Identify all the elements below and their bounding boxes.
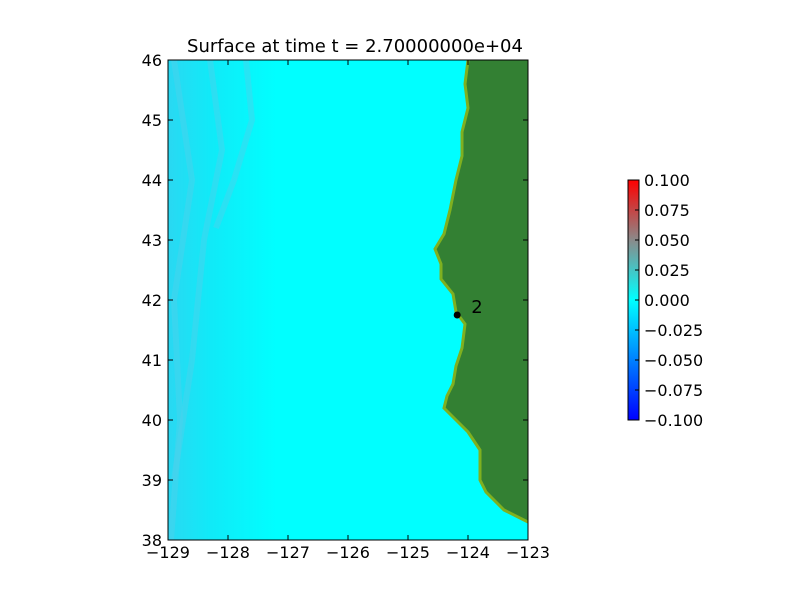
gauge-markers: 2 [453, 297, 483, 319]
chart-title: Surface at time t = 2.70000000e+04 [187, 36, 523, 57]
x-tick-label: −128 [206, 543, 250, 562]
y-tick-label: 44 [142, 171, 162, 190]
x-tick-label: −126 [326, 543, 370, 562]
gauge-label: 2 [471, 297, 482, 318]
y-tick-label: 43 [142, 231, 162, 250]
colorbar-tick-label: 0.075 [644, 201, 690, 220]
y-tick-label: 39 [142, 471, 162, 490]
y-axis: 38 39 40 41 42 43 44 45 46 [142, 51, 528, 550]
y-tick-label: 42 [142, 291, 162, 310]
x-tick-label: −129 [146, 543, 190, 562]
colorbar-tick-label: −0.075 [644, 381, 703, 400]
y-tick-label: 41 [142, 351, 162, 370]
x-tick-label: −127 [266, 543, 310, 562]
gauge-marker [453, 311, 461, 319]
wave-streak [168, 60, 196, 540]
y-tick-label: 45 [142, 111, 162, 130]
y-tick-label: 46 [142, 51, 162, 70]
colorbar-tick-label: 0.100 [644, 171, 690, 190]
wave-streak [171, 60, 226, 481]
x-tick-label: −123 [506, 543, 550, 562]
shoreline [433, 60, 528, 524]
x-tick-label: −124 [446, 543, 490, 562]
colorbar-tick-label: 0.000 [644, 291, 690, 310]
x-tick-label: −125 [386, 543, 430, 562]
colorbar: −0.100 −0.075 −0.050 −0.025 0.000 0.025 0.050 0… [627, 171, 703, 430]
wave-streak [213, 60, 256, 230]
colorbar-tick-label: −0.050 [644, 351, 703, 370]
colorbar-tick-label: −0.100 [644, 411, 703, 430]
colorbar-tick-label: 0.025 [644, 261, 690, 280]
y-tick-label: 40 [142, 411, 162, 430]
land-mass [435, 60, 528, 540]
colorbar-ticks: −0.100 −0.075 −0.050 −0.025 0.000 0.025 0.050 0… [635, 171, 703, 430]
colorbar-tick-label: −0.025 [644, 321, 703, 340]
x-axis: −129 −128 −127 −126 −125 −124 −123 [146, 60, 550, 562]
wave-streaks [168, 60, 256, 540]
colorbar-tick-label: 0.050 [644, 231, 690, 250]
y-tick-label: 38 [142, 531, 162, 550]
